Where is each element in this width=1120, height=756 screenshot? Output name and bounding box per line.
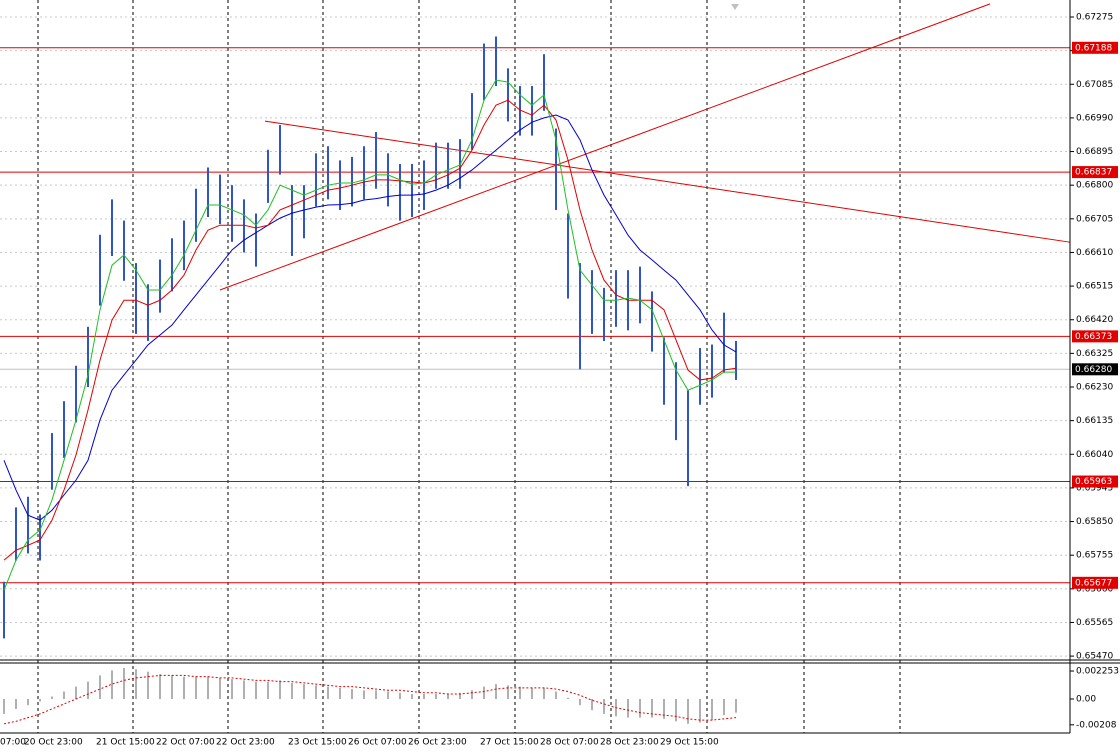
x-tick-label: 28 Oct 07:00 xyxy=(540,738,599,748)
y-tick-label: -0.00208 xyxy=(1076,720,1117,730)
level-tag xyxy=(1072,475,1118,488)
x-tick-label: 27 Oct 15:00 xyxy=(480,738,539,748)
y-tick-label: 0.66230 xyxy=(1076,383,1113,393)
trendline xyxy=(219,3,991,291)
y-tick-label: 0.66420 xyxy=(1076,315,1113,325)
trendline xyxy=(264,120,1070,243)
x-tick-label: 22 Oct 23:00 xyxy=(216,738,275,748)
y-tick-label: 0.00 xyxy=(1076,694,1096,704)
y-tick-label: 0.65470 xyxy=(1076,652,1113,662)
current-price-tag xyxy=(1072,363,1118,376)
y-tick-label: 0.66705 xyxy=(1076,214,1113,224)
x-tick-label: 23 Oct 15:00 xyxy=(288,738,347,748)
y-tick-label: 0.65945 xyxy=(1076,483,1113,493)
x-tick-label: 21 Oct 15:00 xyxy=(96,738,155,748)
y-tick-label: 0.67275 xyxy=(1076,12,1113,22)
y-tick-label: 0.66800 xyxy=(1076,181,1113,191)
level-tag xyxy=(1072,41,1118,54)
y-tick-label: 0.65660 xyxy=(1076,584,1113,594)
level-tag xyxy=(1072,166,1118,179)
y-tick-label: 0.66990 xyxy=(1076,113,1113,123)
moving-average xyxy=(3,79,736,591)
level-tag xyxy=(1072,330,1118,343)
y-tick-label: 0.66325 xyxy=(1076,349,1113,359)
signal-line xyxy=(3,674,737,725)
moving-average xyxy=(3,99,737,561)
x-tick-label: 22 Oct 07:00 xyxy=(156,738,215,748)
x-tick-label: 29 Oct 15:00 xyxy=(660,738,719,748)
y-tick-label: 0.65565 xyxy=(1076,618,1113,628)
x-tick-label: 07:00 xyxy=(0,738,26,748)
level-label: 0.66373 xyxy=(1075,332,1112,342)
level-label: 0.67188 xyxy=(1075,43,1112,53)
y-tick-label: 0.66895 xyxy=(1076,147,1113,157)
y-tick-label: 0.66040 xyxy=(1076,450,1113,460)
day-separators xyxy=(37,0,901,733)
y-tick-label: 0.67085 xyxy=(1076,80,1113,90)
level-label: 0.66837 xyxy=(1075,168,1112,178)
y-tick-label: 0.66610 xyxy=(1076,248,1113,258)
y-tick-label: 0.66515 xyxy=(1076,282,1113,292)
plot xyxy=(0,3,1070,639)
y-tick-label: 0.65850 xyxy=(1076,517,1113,527)
level-label: 0.65677 xyxy=(1075,578,1112,588)
current-price-label: 0.66280 xyxy=(1075,365,1112,375)
y-tick-label: 0.66135 xyxy=(1076,416,1113,426)
x-tick-label: 26 Oct 23:00 xyxy=(408,738,467,748)
moving-average xyxy=(3,114,737,521)
level-tag xyxy=(1072,576,1118,589)
shift-marker xyxy=(731,4,739,10)
level-label: 0.65963 xyxy=(1075,477,1112,487)
x-tick-label: 28 Oct 23:00 xyxy=(600,738,659,748)
x-tick-label: 20 Oct 23:00 xyxy=(24,738,83,748)
y-tick-label: 0.002253 xyxy=(1076,667,1119,677)
y-tick-label: 0.65755 xyxy=(1076,551,1113,561)
x-tick-label: 26 Oct 07:00 xyxy=(348,738,407,748)
